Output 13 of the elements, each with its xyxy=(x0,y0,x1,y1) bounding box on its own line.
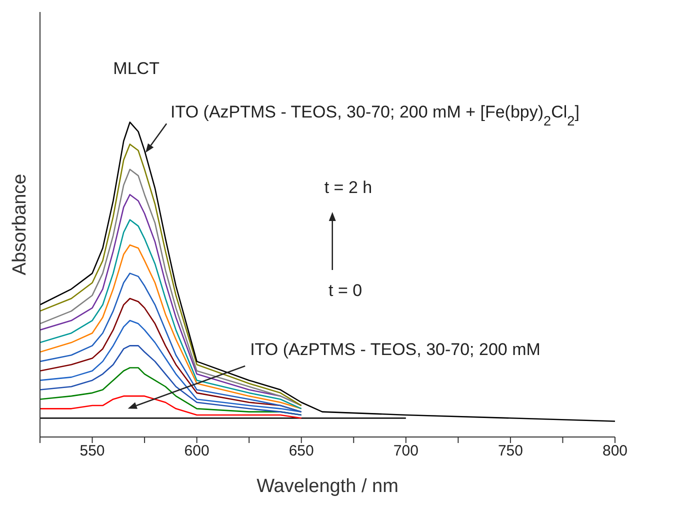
x-tick-label: 550 xyxy=(80,442,105,460)
annotation: t = 0 xyxy=(328,281,362,300)
annotation: ITO (AzPTMS - TEOS, 30-70; 200 mM + [Fe(bpy)$_{2}$Cl$_{2}$] xyxy=(170,102,580,128)
text: MLCT xyxy=(113,59,160,78)
x-tick-label: 650 xyxy=(288,442,314,460)
x-tick-label: 800 xyxy=(602,442,628,460)
y-axis-title: Absorbance xyxy=(10,174,30,276)
annotation: t = 2 h xyxy=(324,178,372,197)
x-tick-label: 600 xyxy=(184,442,210,460)
x-tick-label: 750 xyxy=(498,442,523,460)
annotation: ITO (AzPTMS - TEOS, 30-70; 200 mM xyxy=(250,340,540,359)
x-tick-label: 700 xyxy=(393,442,418,460)
x-axis-title: Wavelength / nm xyxy=(256,476,398,497)
